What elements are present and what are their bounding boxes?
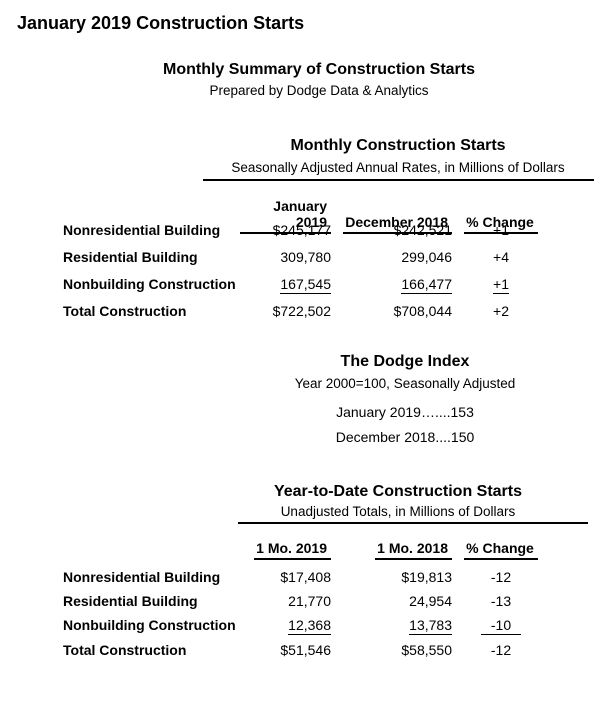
table-row: Nonbuilding Construction 167,545 166,477… <box>63 276 509 294</box>
summary-subtitle: Prepared by Dodge Data & Analytics <box>209 83 429 98</box>
ytd-col-header-2019: 1 Mo. 2019 <box>240 540 331 560</box>
dodge-index-entry: January 2019…....153 <box>336 404 474 420</box>
ytd-subtitle-rule <box>238 522 588 524</box>
dodge-index-entry: December 2018....150 <box>335 429 475 445</box>
monthly-section-subtitle: Seasonally Adjusted Annual Rates, in Mil… <box>231 160 565 175</box>
table-row: Residential Building 309,780 299,046 +4 <box>63 249 509 265</box>
page-title: January 2019 Construction Starts <box>17 13 305 33</box>
ytd-col-header-2018: 1 Mo. 2018 <box>331 540 452 560</box>
table-row: Total Construction $51,546 $58,550 -12 <box>63 642 512 658</box>
monthly-table-header: January 2019 December 2018 % Change <box>63 198 550 234</box>
table-row: Nonresidential Building $245,177 $242,52… <box>63 222 509 238</box>
table-row: Residential Building 21,770 24,954 -13 <box>63 593 512 609</box>
summary-header: Monthly Summary of Construction Starts P… <box>0 61 600 98</box>
table-row: Nonresidential Building $17,408 $19,813 … <box>63 569 512 585</box>
table-row: Nonbuilding Construction 12,368 13,783 -… <box>63 617 550 635</box>
summary-title: Monthly Summary of Construction Starts <box>162 61 476 78</box>
monthly-subtitle-rule <box>203 179 594 181</box>
dodge-index-subtitle: Year 2000=100, Seasonally Adjusted <box>294 376 516 391</box>
monthly-col-header-jan: January 2019 <box>240 198 331 234</box>
ytd-section-title: Year-to-Date Construction Starts <box>273 483 523 500</box>
table-row: Total Construction $722,502 $708,044 +2 <box>63 303 509 319</box>
ytd-col-header-change: % Change <box>452 540 550 560</box>
monthly-col-header-dec: December 2018 <box>331 214 452 234</box>
dodge-index-title: The Dodge Index <box>340 353 470 370</box>
ytd-table-header: 1 Mo. 2019 1 Mo. 2018 % Change <box>63 540 550 560</box>
monthly-section-title: Monthly Construction Starts <box>290 137 506 154</box>
ytd-section-subtitle: Unadjusted Totals, in Millions of Dollar… <box>280 504 516 519</box>
monthly-col-header-change: % Change <box>452 214 550 234</box>
